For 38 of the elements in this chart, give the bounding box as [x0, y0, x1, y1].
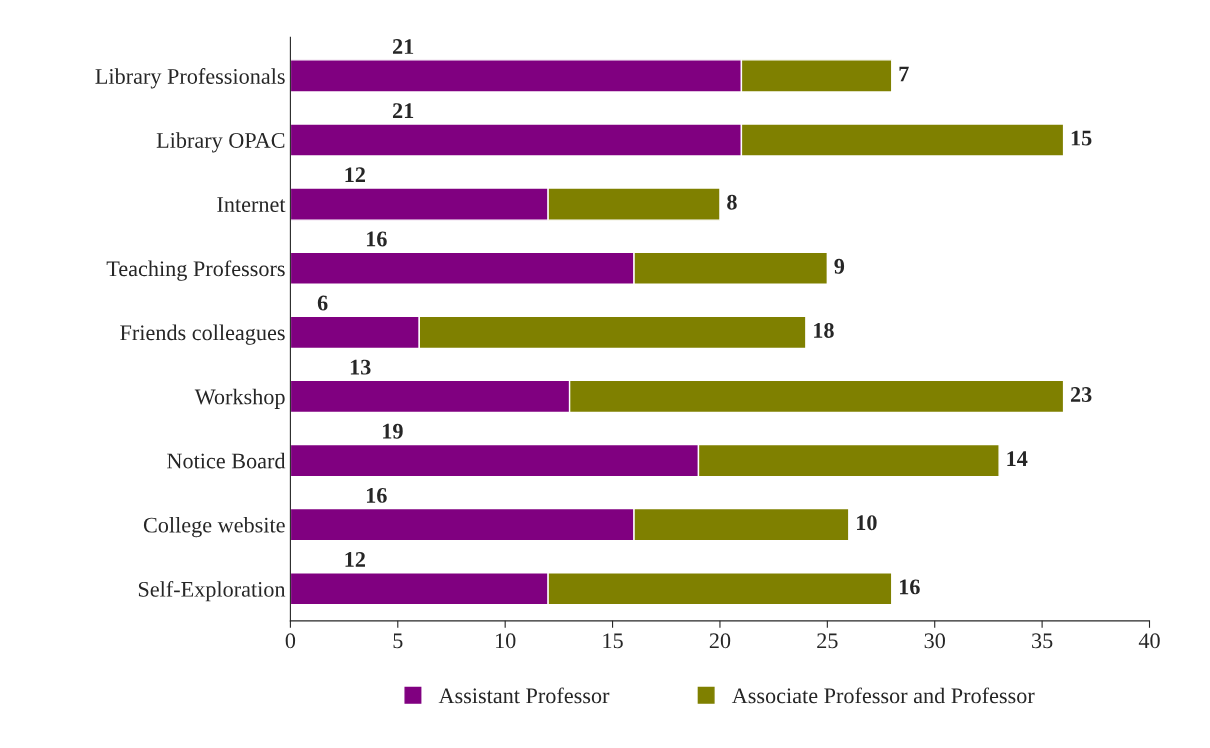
- y-tick-label: Workshop: [194, 388, 285, 409]
- legend-label: Assistant Professor: [438, 687, 610, 704]
- x-tick-label: 35: [1032, 633, 1053, 649]
- data-label: 10: [857, 515, 877, 531]
- x-tick-label: 0: [285, 633, 296, 649]
- x-tick-label: 5: [393, 633, 403, 649]
- y-tick-label: College website: [143, 516, 285, 538]
- y-tick-label: Library Professionals: [95, 68, 285, 89]
- x-tick-label: 10: [496, 633, 516, 649]
- x-tick-label: 40: [1138, 633, 1160, 649]
- data-label: 12: [345, 552, 365, 567]
- data-label: 15: [1071, 130, 1092, 146]
- data-label: 19: [383, 423, 403, 439]
- x-tick-label: 15: [603, 633, 623, 649]
- x-tick-label: 30: [924, 633, 945, 649]
- data-label: 6: [317, 295, 328, 311]
- data-label: 18: [814, 322, 834, 338]
- y-tick-label: Teaching Professors: [106, 260, 285, 281]
- data-label: 23: [1070, 387, 1092, 402]
- y-tick-label: Internet: [217, 197, 286, 213]
- x-tick-label: 20: [709, 633, 731, 649]
- data-label: 13: [350, 359, 371, 375]
- data-label: 9: [834, 258, 845, 274]
- data-label: 21: [392, 39, 414, 54]
- x-tick-label: 25: [817, 633, 838, 649]
- data-label: 8: [727, 194, 737, 210]
- data-label: 12: [345, 167, 365, 183]
- y-tick-label: Self-Exploration: [138, 580, 286, 602]
- y-tick-label: Notice Board: [167, 452, 286, 469]
- y-tick-label: Friends colleagues: [120, 324, 285, 345]
- data-label: 21: [392, 103, 414, 118]
- data-label: 16: [899, 579, 920, 595]
- legend-label: Associate Professor and Professor: [731, 687, 1035, 704]
- data-label: 16: [366, 487, 387, 503]
- y-tick-label: Library OPAC: [156, 132, 285, 153]
- data-label: 7: [899, 66, 909, 82]
- data-label: 16: [366, 231, 387, 247]
- data-label: 14: [1007, 451, 1028, 466]
